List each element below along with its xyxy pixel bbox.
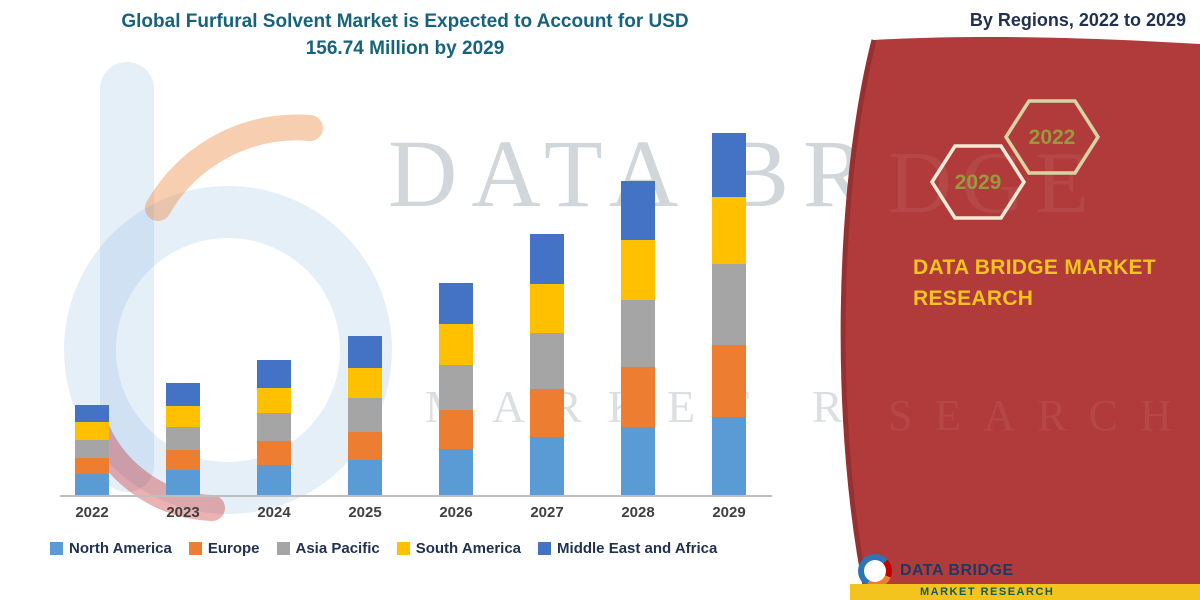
segment-middle-east-and-africa [530, 234, 564, 284]
bar-2028 [621, 181, 655, 495]
legend-item-north-america: North America [50, 540, 172, 557]
segment-asia-pacific [75, 439, 109, 459]
segment-middle-east-and-africa [257, 359, 291, 388]
segment-asia-pacific [530, 333, 564, 389]
segment-south-america [166, 406, 200, 427]
red-banner-edge [840, 39, 877, 600]
segment-north-america [530, 437, 564, 495]
bar-2029 [712, 133, 746, 495]
plot-area [60, 130, 772, 497]
bar-2023 [166, 383, 200, 495]
bar-2022 [75, 404, 109, 495]
bar-2026 [439, 282, 473, 495]
footer-logo-text: DATA BRIDGE [900, 562, 1014, 579]
x-label-2025: 2025 [348, 504, 382, 521]
bar-2027 [530, 234, 564, 495]
red-banner-shape [843, 37, 1200, 600]
subtitle-by-regions: By Regions, 2022 to 2029 [969, 10, 1186, 30]
bar-2025 [348, 335, 382, 495]
segment-south-america [621, 239, 655, 300]
legend-item-europe: Europe [188, 540, 260, 557]
hexagon-2022 [1003, 99, 1101, 175]
banner-brand-text: DATA BRIDGE MARKET RESEARCH [913, 252, 1156, 314]
legend-swatch [538, 542, 552, 555]
chart-title-line1: Global Furfural Solvent Market is Expect… [121, 11, 689, 32]
segment-asia-pacific [712, 264, 746, 345]
data-bridge-logo-icon [858, 554, 892, 588]
x-label-2023: 2023 [166, 504, 200, 521]
x-axis-labels: 2022 2023 2024 2025 2026 2027 2028 2029 [60, 504, 772, 524]
watermark-on-red-1: DGE [888, 135, 1099, 232]
legend-swatch [396, 542, 410, 555]
segment-asia-pacific [621, 299, 655, 367]
x-label-2027: 2027 [530, 504, 564, 521]
segment-north-america [257, 465, 291, 495]
segment-middle-east-and-africa [75, 404, 109, 423]
segment-north-america [75, 474, 109, 495]
legend-item-middle-east-and-africa: Middle East and Africa [538, 540, 717, 557]
segment-north-america [439, 448, 473, 495]
segment-south-america [530, 283, 564, 334]
x-label-2029: 2029 [712, 504, 746, 521]
segment-europe [439, 409, 473, 449]
legend-swatch [188, 542, 202, 555]
segment-south-america [712, 197, 746, 265]
chart-title-line2: 156.74 Million by 2029 [305, 38, 505, 59]
segment-asia-pacific [257, 413, 291, 441]
segment-south-america [75, 422, 109, 440]
x-label-2028: 2028 [621, 504, 655, 521]
chart-legend: North America Europe Asia Pacific South Ame… [50, 540, 717, 557]
watermark-text-line2: MARKET RE [425, 381, 923, 432]
footer-logo: DATA BRIDGE [858, 554, 1014, 588]
segment-europe [257, 440, 291, 465]
footer-strip: MARKET RESEARCH [850, 584, 1200, 600]
x-label-2024: 2024 [257, 504, 291, 521]
hexagon-2022-label: 2022 [1029, 126, 1076, 149]
legend-label: Asia Pacific [295, 540, 380, 557]
segment-europe [75, 458, 109, 475]
hexagon-2029 [929, 144, 1027, 220]
segment-europe [166, 450, 200, 470]
segment-south-america [257, 387, 291, 414]
segment-north-america [166, 469, 200, 495]
segment-middle-east-and-africa [348, 335, 382, 369]
legend-label: Europe [207, 540, 260, 557]
segment-asia-pacific [166, 426, 200, 451]
banner-brand-line1: DATA BRIDGE MARKET [913, 256, 1156, 279]
chart-title: Global Furfural Solvent Market is Expect… [40, 8, 770, 62]
segment-north-america [348, 460, 382, 495]
watermark-on-red-2: SEARCH [888, 391, 1194, 440]
legend-swatch [276, 542, 290, 555]
x-label-2022: 2022 [75, 504, 109, 521]
legend-label: North America [69, 540, 172, 557]
segment-asia-pacific [348, 398, 382, 432]
segment-north-america [621, 426, 655, 495]
watermark-logo-orange-arc [145, 114, 323, 221]
segment-europe [348, 431, 382, 461]
footer-strip-text: MARKET RESEARCH [920, 586, 1055, 598]
legend-swatch [50, 542, 63, 555]
legend-item-south-america: South America [396, 540, 522, 557]
watermark-logo-stem [100, 62, 154, 492]
legend-label: Middle East and Africa [557, 540, 718, 557]
segment-asia-pacific [439, 364, 473, 410]
bar-2024 [257, 359, 291, 495]
legend-item-asia-pacific: Asia Pacific [276, 540, 380, 557]
x-label-2026: 2026 [439, 504, 473, 521]
banner-brand-line2: RESEARCH [913, 287, 1034, 310]
segment-europe [530, 388, 564, 438]
segment-middle-east-and-africa [166, 383, 200, 407]
hexagon-2029-label: 2029 [955, 171, 1002, 194]
segment-middle-east-and-africa [621, 181, 655, 240]
segment-north-america [712, 416, 746, 495]
legend-label: South America [415, 540, 522, 557]
segment-south-america [348, 368, 382, 399]
segment-south-america [439, 324, 473, 365]
segment-europe [712, 344, 746, 417]
segment-europe [621, 366, 655, 427]
segment-middle-east-and-africa [439, 282, 473, 325]
segment-middle-east-and-africa [712, 133, 746, 198]
